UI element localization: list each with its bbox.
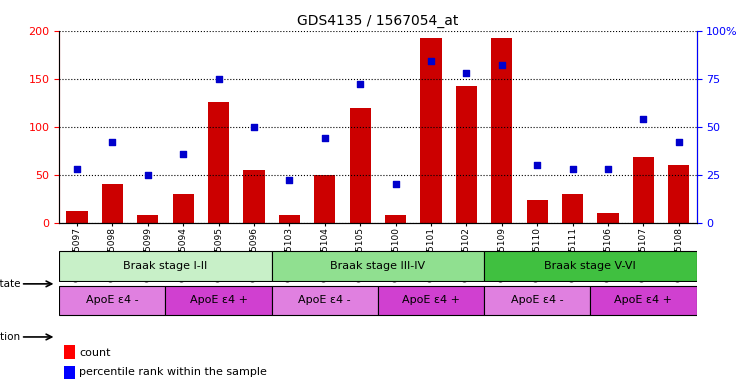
Point [602,166,614,172]
Bar [385,215,406,223]
Text: percentile rank within the sample: percentile rank within the sample [79,367,268,377]
FancyBboxPatch shape [591,286,697,315]
Bar [527,200,548,223]
Bar [350,108,370,223]
Bar [633,157,654,223]
Text: Braak stage I-II: Braak stage I-II [123,261,207,271]
FancyBboxPatch shape [272,251,484,281]
Bar [67,211,87,223]
Text: ApoE ε4 -: ApoE ε4 - [86,295,139,306]
Point [213,76,225,82]
FancyBboxPatch shape [484,286,591,315]
Bar [243,170,265,223]
Bar [456,86,477,223]
Point [460,70,472,76]
FancyBboxPatch shape [165,286,272,315]
Text: genotype/variation: genotype/variation [0,332,21,342]
Text: Braak stage III-IV: Braak stage III-IV [330,261,425,271]
Title: GDS4135 / 1567054_at: GDS4135 / 1567054_at [297,14,459,28]
FancyBboxPatch shape [378,286,484,315]
Bar [491,38,513,223]
Point [637,116,649,122]
Bar [597,213,619,223]
Point [673,139,685,145]
Text: ApoE ε4 +: ApoE ε4 + [402,295,460,306]
Bar [64,345,75,359]
Point [142,172,153,178]
Text: ApoE ε4 -: ApoE ε4 - [511,295,564,306]
FancyBboxPatch shape [59,286,165,315]
Text: disease state: disease state [0,279,21,289]
FancyBboxPatch shape [272,286,378,315]
Bar [137,215,159,223]
Point [284,177,296,184]
Point [425,58,437,65]
Bar [314,175,336,223]
Point [319,135,330,141]
Bar [64,366,75,379]
Bar [102,184,123,223]
Bar [420,38,442,223]
Point [531,162,543,168]
Bar [668,165,689,223]
Text: ApoE ε4 -: ApoE ε4 - [299,295,351,306]
FancyBboxPatch shape [59,251,272,281]
Point [248,124,260,130]
Point [354,81,366,88]
Bar [562,194,583,223]
Text: ApoE ε4 +: ApoE ε4 + [614,295,672,306]
Point [390,181,402,187]
Point [177,151,189,157]
Text: ApoE ε4 +: ApoE ε4 + [190,295,247,306]
Bar [208,102,229,223]
Bar [173,194,194,223]
Point [496,62,508,68]
Point [71,166,83,172]
Point [107,139,119,145]
Point [567,166,579,172]
FancyBboxPatch shape [484,251,697,281]
Text: Braak stage V-VI: Braak stage V-VI [545,261,637,271]
Bar [279,215,300,223]
Text: count: count [79,348,111,358]
